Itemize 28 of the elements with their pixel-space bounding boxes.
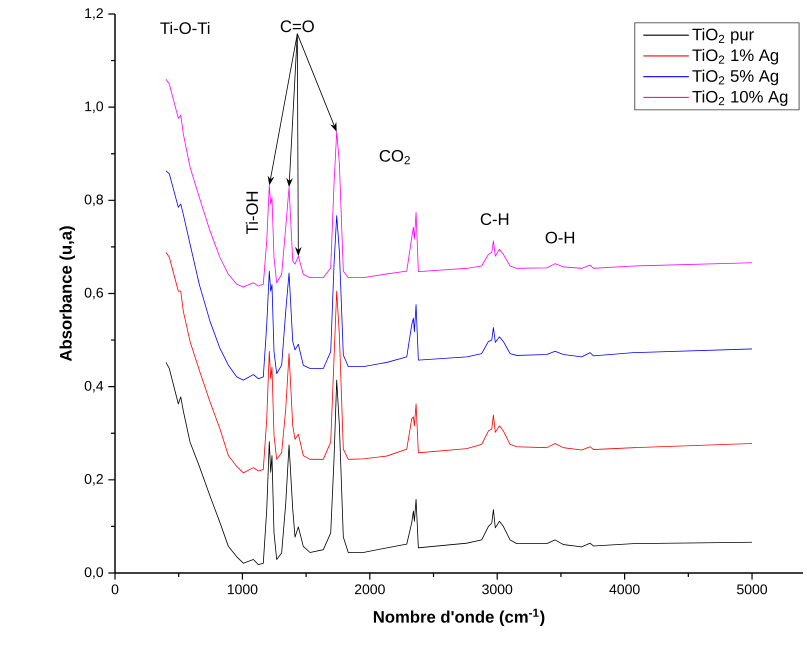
annotation: Ti-OH — [246, 192, 258, 234]
x-tick-label: 3000 — [482, 584, 512, 594]
y-tick-label: 0,8 — [84, 194, 104, 206]
annotation: Ti-O-Ti — [160, 22, 210, 34]
x-tick-label: 4000 — [609, 584, 640, 594]
y-tick-label: 0,6 — [84, 288, 104, 300]
line-series — [166, 252, 752, 474]
line-series — [166, 170, 752, 381]
annotation: C=O — [280, 20, 314, 32]
y-axis-title: Absorbance (u,a) — [59, 226, 76, 362]
x-axis-title: Nombre d'onde (cm$^{-1}$) — [374, 608, 544, 626]
y-tick-label: 0,2 — [84, 474, 103, 486]
y-tick-label: 0,4 — [84, 380, 104, 392]
y-tick-label: 1,2 — [85, 8, 103, 20]
x-tick-label: 0 — [112, 584, 118, 594]
legend-label: TiO$_{2}$ pur — [692, 28, 754, 44]
annotation: O-H — [546, 232, 574, 244]
x-tick-label: 5000 — [737, 584, 768, 594]
x-tick-label: 1000 — [228, 584, 258, 594]
legend-label: TiO$_{2}$ 1% Ag — [692, 48, 778, 64]
y-tick-label: 1,0 — [85, 101, 104, 113]
annotation: CO$_{2}$ — [380, 150, 410, 164]
y-tick-label: 0,0 — [84, 567, 104, 579]
annotation: C-H — [480, 213, 508, 226]
line-series — [166, 362, 752, 565]
legend-label: TiO$_{2}$ 5% Ag — [692, 70, 778, 86]
x-tick-label: 2000 — [354, 584, 385, 594]
legend-label: TiO$_{2}$ 10% Ag — [692, 90, 788, 106]
